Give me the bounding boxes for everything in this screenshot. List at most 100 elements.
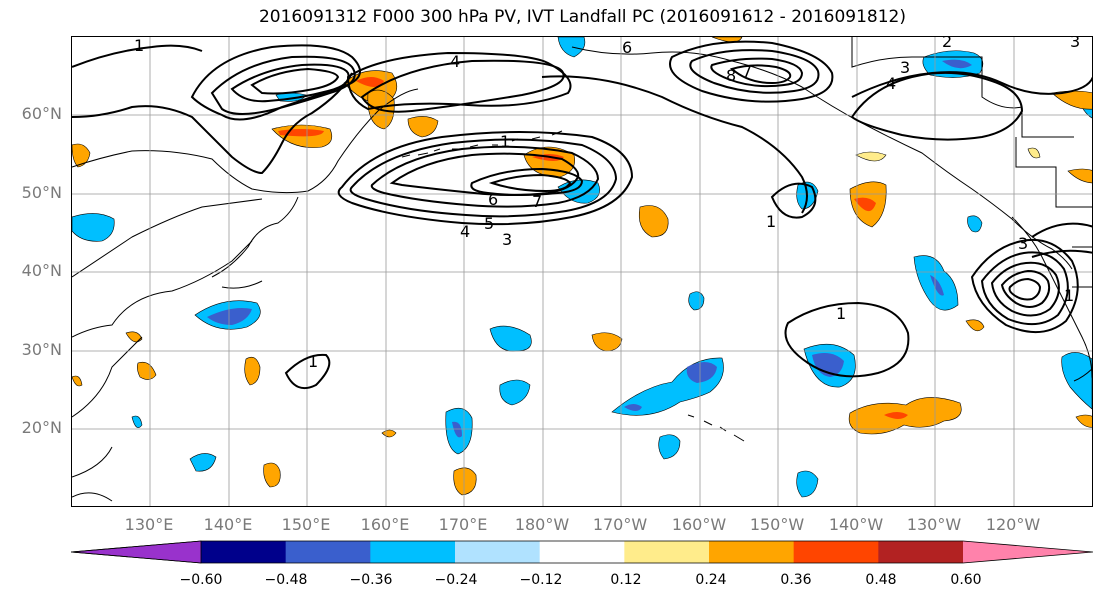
negative-patch bbox=[499, 379, 531, 406]
negative-patch bbox=[624, 404, 642, 411]
pv-contour bbox=[210, 55, 356, 115]
colorbar-segment bbox=[370, 541, 456, 563]
negative-patch bbox=[658, 434, 681, 460]
contour-label: 7 bbox=[742, 62, 752, 81]
colorbar-segment bbox=[455, 541, 541, 563]
colorbar-tick-label: −0.36 bbox=[349, 572, 393, 588]
negative-patch bbox=[812, 353, 844, 377]
negative-patch bbox=[72, 213, 115, 242]
colorbar-segment bbox=[201, 541, 287, 563]
lon-label-170w: 170°W bbox=[592, 515, 648, 534]
pv-contour bbox=[784, 301, 910, 378]
lat-label-60n: 60°N bbox=[21, 104, 62, 123]
colorbar-tick-label: 0.36 bbox=[780, 572, 812, 588]
alaska-coastline bbox=[571, 46, 1073, 270]
negative-patch bbox=[1061, 352, 1092, 410]
negative-patch bbox=[967, 215, 983, 233]
negative-patch bbox=[489, 325, 532, 352]
map-svg: 1 1 1 1 1 1 2 3 3 3 4 4 5 6 6 7 8 7 4 3 bbox=[72, 37, 1092, 506]
lon-label-130w: 130°W bbox=[906, 515, 962, 534]
positive-patch bbox=[356, 77, 384, 87]
pv-contour bbox=[250, 67, 340, 95]
positive-patch bbox=[453, 467, 477, 496]
colorbar-segment bbox=[539, 541, 625, 563]
pv-contour bbox=[770, 182, 817, 219]
lon-label-160w: 160°W bbox=[671, 515, 727, 534]
colorbar-segment bbox=[624, 541, 710, 563]
contour-label: 4 bbox=[450, 52, 460, 71]
pv-contour bbox=[337, 131, 634, 226]
positive-patch bbox=[1075, 414, 1092, 428]
lon-label-170e: 170°E bbox=[438, 515, 488, 534]
lon-label-140e: 140°E bbox=[203, 515, 253, 534]
positive-patch bbox=[1027, 147, 1041, 159]
shaded-anomaly-patches bbox=[72, 37, 1092, 498]
negative-patch bbox=[207, 308, 252, 325]
positive-patch bbox=[407, 116, 439, 138]
positive-patch bbox=[381, 429, 397, 438]
pv-contour bbox=[1008, 277, 1042, 301]
lon-label-140w: 140°W bbox=[828, 515, 884, 534]
lon-label-120w: 120°W bbox=[985, 515, 1041, 534]
pv-contour bbox=[980, 251, 1069, 326]
contour-label: 1 bbox=[766, 212, 776, 231]
positive-patch bbox=[278, 129, 324, 137]
positive-patch bbox=[854, 197, 876, 212]
pv-contour bbox=[990, 261, 1060, 317]
pv-contour bbox=[470, 167, 584, 196]
negative-patch bbox=[688, 291, 705, 311]
contour-labels: 1 1 1 1 1 1 2 3 3 3 4 4 5 6 6 7 8 7 4 3 bbox=[134, 37, 1080, 371]
asia-coastline bbox=[72, 88, 419, 502]
lon-label-130e: 130°E bbox=[124, 515, 174, 534]
contour-label: 3 bbox=[1070, 37, 1080, 51]
contour-label: 1 bbox=[836, 304, 846, 323]
contour-label: 4 bbox=[886, 74, 896, 93]
positive-patch bbox=[855, 151, 887, 162]
lon-label-150w: 150°W bbox=[749, 515, 805, 534]
colorbar-tick-label: −0.12 bbox=[519, 572, 563, 588]
positive-patch bbox=[137, 361, 157, 380]
pv-contour bbox=[284, 353, 331, 389]
contour-label: 1 bbox=[308, 352, 318, 371]
colorbar-segment bbox=[878, 541, 964, 563]
colorbar-extension-low bbox=[71, 541, 201, 563]
negative-patch bbox=[189, 453, 217, 472]
colorbar-tick-label: −0.60 bbox=[179, 572, 223, 588]
contour-label: 1 bbox=[500, 132, 510, 151]
pv-contour bbox=[1031, 222, 1092, 258]
pv-contour bbox=[230, 63, 350, 103]
colorbar-tick-label: 0.12 bbox=[610, 572, 642, 588]
pv-contour bbox=[488, 173, 572, 193]
negative-patch bbox=[452, 421, 462, 438]
negative-patch bbox=[796, 470, 819, 498]
negative-patch bbox=[131, 415, 143, 428]
pv-contour bbox=[850, 71, 1024, 141]
pv-contour bbox=[729, 64, 792, 85]
positive-patch bbox=[591, 332, 623, 352]
colorbar-tick-label: 0.60 bbox=[950, 572, 982, 588]
negative-patch bbox=[942, 59, 972, 69]
colorbar-segment bbox=[285, 541, 371, 563]
hawaii bbox=[687, 414, 745, 442]
pv-contour bbox=[669, 40, 834, 103]
japan-coastline bbox=[211, 196, 299, 289]
contour-label: 1 bbox=[1064, 286, 1074, 305]
pv-contour bbox=[360, 59, 565, 113]
negative-patch bbox=[686, 362, 717, 383]
colorbar-extension-high bbox=[963, 541, 1093, 563]
contour-label: 4 bbox=[460, 222, 470, 241]
colorbar-segment bbox=[793, 541, 879, 563]
colorbar bbox=[71, 540, 1093, 564]
lat-label-40n: 40°N bbox=[21, 261, 62, 280]
positive-patch bbox=[72, 143, 91, 168]
contour-label: 1 bbox=[134, 37, 144, 55]
gridlines bbox=[72, 37, 1092, 506]
contour-label: 7 bbox=[532, 192, 542, 211]
contour-label: 5 bbox=[484, 214, 494, 233]
colorbar-tick-label: 0.24 bbox=[695, 572, 727, 588]
pv-contour bbox=[349, 138, 618, 218]
contour-label: 3 bbox=[502, 230, 512, 249]
contour-label: 2 bbox=[942, 37, 952, 51]
positive-patch bbox=[72, 375, 83, 387]
negative-patch bbox=[557, 37, 586, 58]
